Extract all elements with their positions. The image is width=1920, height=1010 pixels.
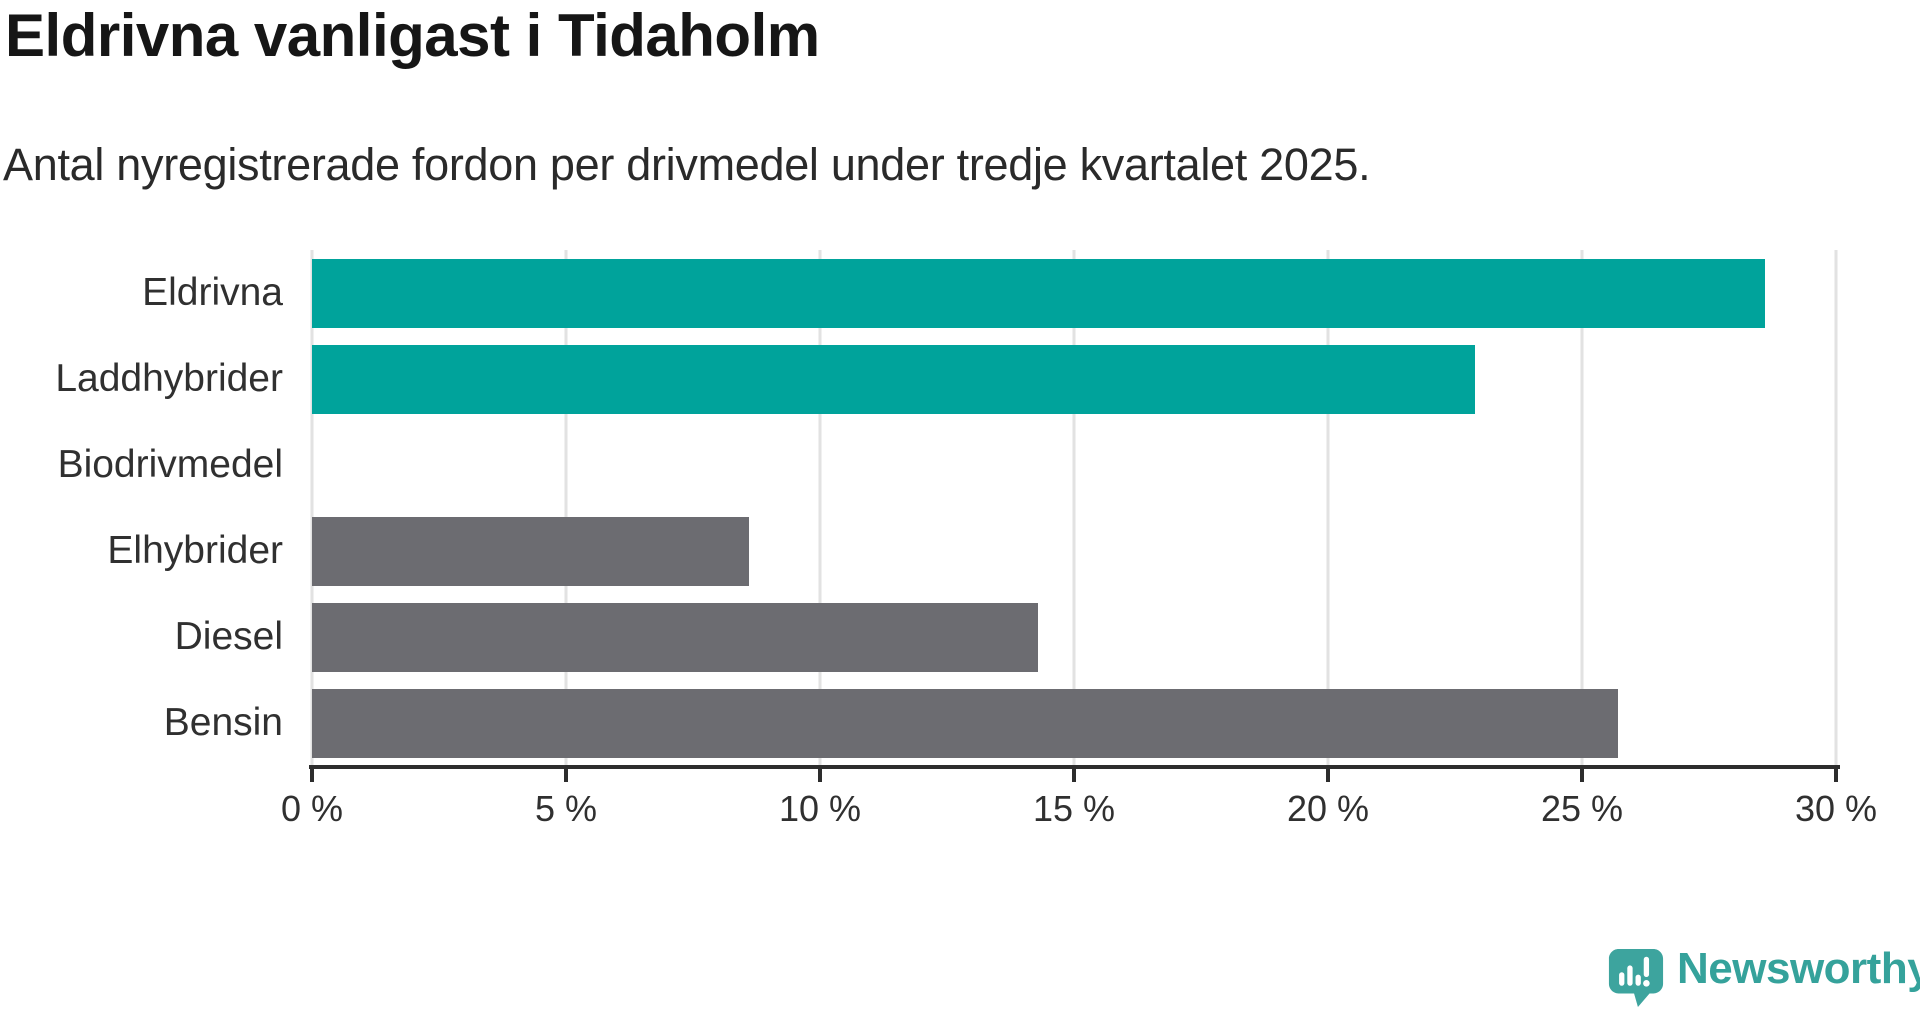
bar-row: Biodrivmedel (58, 422, 1836, 508)
x-tick (1326, 769, 1330, 782)
bar-row: Elhybrider (107, 508, 1836, 594)
category-label: Bensin (163, 701, 283, 744)
category-label: Biodrivmedel (57, 443, 283, 486)
bar (312, 517, 749, 586)
x-tick-label: 5 % (534, 788, 598, 829)
x-tick (1072, 769, 1076, 782)
bar-row: Eldrivna (142, 250, 1836, 336)
bar (312, 259, 1765, 328)
gridline (1072, 250, 1076, 766)
newsworthy-logo-text: Newsworthy (1677, 944, 1920, 993)
gridline (564, 250, 568, 766)
newsworthy-logo-icon (1608, 949, 1664, 1007)
bar-row: Diesel (175, 594, 1836, 680)
chart-title: Eldrivna vanligast i Tidaholm (5, 2, 820, 69)
bar (312, 603, 1039, 672)
bar-row: Bensin (164, 680, 1836, 766)
bar (312, 345, 1476, 414)
x-tick (564, 769, 568, 782)
gridline (818, 250, 822, 766)
plot-area: 0 % 5 % 10 % 15 % 20 % 25 % 30 % Eldrivna Laddhy… (55, 250, 1877, 829)
x-tick (1580, 769, 1584, 782)
x-tick (310, 769, 314, 782)
bar (312, 689, 1618, 758)
category-label: Diesel (174, 615, 283, 658)
x-tick-label: 30 % (1794, 788, 1878, 829)
gridline (310, 250, 314, 766)
x-tick (1834, 769, 1838, 782)
gridline (1326, 250, 1330, 766)
x-tick-label: 10 % (778, 788, 862, 829)
category-label: Eldrivna (142, 271, 283, 314)
chart-subtitle: Antal nyregistrerade fordon per drivmede… (3, 139, 1371, 190)
x-tick-label: 15 % (1032, 788, 1116, 829)
bar-row: Laddhybrider (55, 336, 1836, 422)
category-label: Elhybrider (107, 529, 283, 572)
newsworthy-logo: Newsworthy (1607, 944, 1920, 1008)
x-axis-line (309, 765, 1840, 769)
gridline (1834, 250, 1838, 766)
x-tick (818, 769, 822, 782)
x-tick-label: 0 % (280, 788, 344, 829)
category-label: Laddhybrider (55, 357, 283, 400)
gridline (1580, 250, 1584, 766)
x-tick-label: 20 % (1286, 788, 1370, 829)
x-tick-label: 25 % (1540, 788, 1624, 829)
